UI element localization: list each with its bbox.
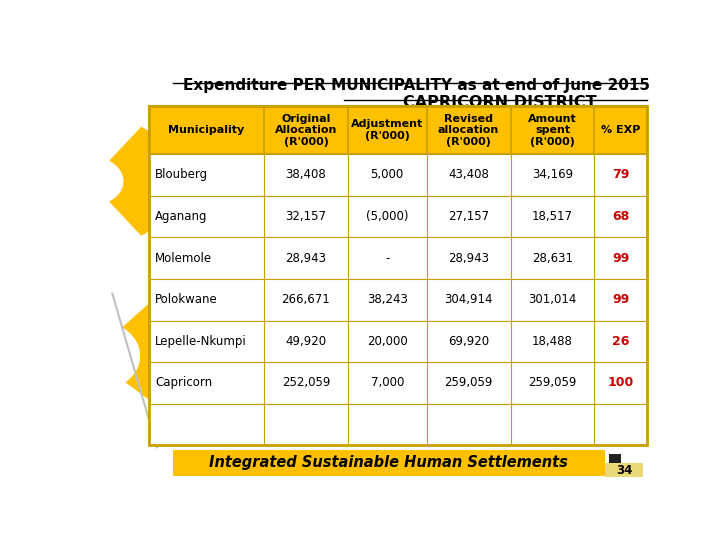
Text: Integrated Sustainable Human Settlements: Integrated Sustainable Human Settlements — [210, 455, 568, 470]
FancyBboxPatch shape — [148, 106, 647, 154]
Text: Aganang: Aganang — [156, 210, 208, 223]
FancyBboxPatch shape — [148, 321, 647, 362]
Text: 49,920: 49,920 — [285, 335, 326, 348]
Wedge shape — [122, 292, 202, 415]
FancyBboxPatch shape — [148, 404, 647, 446]
Text: 38,243: 38,243 — [366, 293, 408, 306]
Text: Municipality: Municipality — [168, 125, 244, 136]
Text: 99: 99 — [612, 293, 629, 306]
Text: 68: 68 — [612, 210, 629, 223]
Text: Expenditure PER MUNICIPALITY as at end of June 2015: Expenditure PER MUNICIPALITY as at end o… — [183, 78, 650, 93]
Text: 304,914: 304,914 — [444, 293, 492, 306]
Text: Capricorn: Capricorn — [156, 376, 212, 389]
Text: 100: 100 — [608, 376, 634, 389]
Text: % EXP: % EXP — [601, 125, 640, 136]
Text: 301,014: 301,014 — [528, 293, 577, 306]
Text: 18,517: 18,517 — [532, 210, 573, 223]
Text: 28,943: 28,943 — [448, 252, 489, 265]
FancyBboxPatch shape — [148, 279, 647, 321]
Text: (5,000): (5,000) — [366, 210, 408, 223]
Text: Blouberg: Blouberg — [156, 168, 208, 181]
FancyBboxPatch shape — [148, 362, 647, 404]
Text: 259,059: 259,059 — [444, 376, 492, 389]
Text: 43,408: 43,408 — [448, 168, 489, 181]
Text: 27,157: 27,157 — [448, 210, 489, 223]
Text: 34: 34 — [616, 464, 632, 477]
FancyBboxPatch shape — [173, 450, 605, 476]
Text: 79: 79 — [612, 168, 629, 181]
Text: 252,059: 252,059 — [282, 376, 330, 389]
Wedge shape — [109, 127, 179, 236]
FancyBboxPatch shape — [605, 463, 643, 477]
Text: 5,000: 5,000 — [371, 168, 404, 181]
Text: 28,631: 28,631 — [532, 252, 573, 265]
FancyBboxPatch shape — [609, 454, 621, 464]
Text: 28,943: 28,943 — [285, 252, 326, 265]
Text: 26: 26 — [612, 335, 629, 348]
Text: Polokwane: Polokwane — [156, 293, 218, 306]
FancyBboxPatch shape — [148, 196, 647, 238]
Text: 18,488: 18,488 — [532, 335, 573, 348]
Text: 34,169: 34,169 — [532, 168, 573, 181]
Text: 7,000: 7,000 — [371, 376, 404, 389]
Text: 20,000: 20,000 — [367, 335, 408, 348]
Text: 266,671: 266,671 — [282, 293, 330, 306]
Text: Amount
spent
(R'000): Amount spent (R'000) — [528, 114, 577, 147]
Text: 259,059: 259,059 — [528, 376, 577, 389]
Text: Revised
allocation
(R'000): Revised allocation (R'000) — [438, 114, 499, 147]
Text: Lepelle-Nkumpi: Lepelle-Nkumpi — [156, 335, 247, 348]
Text: Original
Allocation
(R'000): Original Allocation (R'000) — [275, 114, 337, 147]
Text: 99: 99 — [612, 252, 629, 265]
Text: 69,920: 69,920 — [448, 335, 489, 348]
FancyBboxPatch shape — [148, 238, 647, 279]
Text: CAPRICORN DISTRICT: CAPRICORN DISTRICT — [403, 94, 597, 110]
Text: Molemole: Molemole — [156, 252, 212, 265]
Text: Adjustment
(R'000): Adjustment (R'000) — [351, 119, 423, 141]
FancyBboxPatch shape — [148, 154, 647, 196]
Text: 38,408: 38,408 — [286, 168, 326, 181]
Text: -: - — [385, 252, 390, 265]
Text: 32,157: 32,157 — [285, 210, 326, 223]
